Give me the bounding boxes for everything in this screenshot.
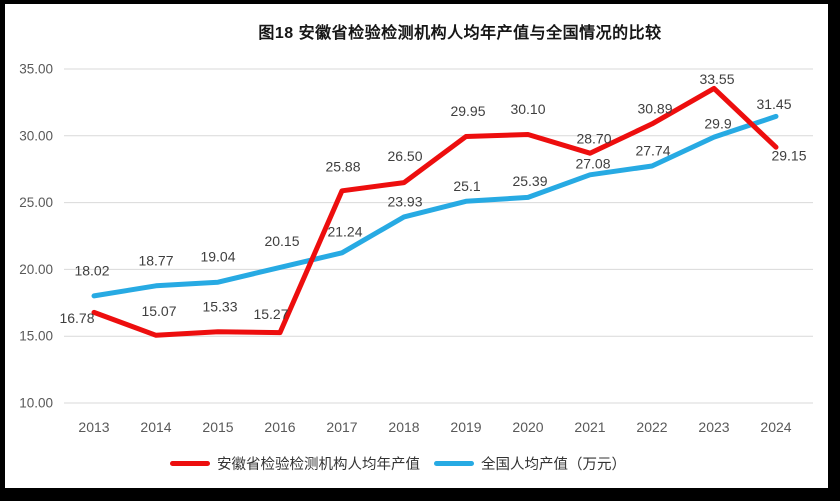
data-label: 25.88 [325, 158, 360, 174]
y-axis-tick-label: 35.00 [19, 62, 53, 77]
data-label: 15.07 [141, 303, 176, 319]
data-label: 21.24 [327, 223, 362, 239]
data-label: 27.74 [635, 142, 670, 158]
legend-item-national: 全国人均产值（万元） [434, 453, 626, 474]
x-axis-tick-label: 2013 [78, 419, 109, 435]
data-label: 25.1 [453, 178, 480, 194]
legend-swatch-red-line [170, 461, 210, 466]
x-axis-tick-label: 2017 [326, 419, 357, 435]
data-label: 26.50 [387, 148, 422, 164]
legend-item-anhui: 安徽省检验检测机构人均年产值 [170, 453, 420, 474]
y-axis-tick-label: 15.00 [19, 329, 53, 344]
x-axis-tick-label: 2022 [636, 419, 667, 435]
chart-figure [5, 4, 828, 488]
data-label: 29.95 [450, 103, 485, 119]
data-label: 30.10 [510, 101, 545, 117]
data-label: 18.77 [138, 252, 173, 268]
x-axis-tick-label: 2015 [202, 419, 233, 435]
x-axis-tick-label: 2021 [574, 419, 605, 435]
x-axis-tick-label: 2020 [512, 419, 543, 435]
data-label: 25.39 [512, 173, 547, 189]
data-label: 31.45 [756, 96, 791, 112]
data-label: 30.89 [637, 100, 672, 116]
data-label: 23.93 [387, 193, 422, 209]
y-axis-tick-label: 30.00 [19, 128, 53, 143]
data-label: 28.70 [576, 131, 611, 147]
x-axis-tick-label: 2014 [140, 419, 171, 435]
legend-label-national: 全国人均产值（万元） [481, 457, 626, 473]
y-axis-tick-label: 10.00 [19, 396, 53, 411]
data-label: 15.27 [253, 306, 288, 322]
data-label: 16.78 [59, 310, 94, 326]
legend-swatch-blue-line [434, 461, 474, 466]
y-axis-tick-label: 25.00 [19, 195, 53, 210]
x-axis-tick-label: 2019 [450, 419, 481, 435]
legend-label-anhui: 安徽省检验检测机构人均年产值 [217, 457, 420, 473]
series-line-anhui [91, 85, 779, 338]
data-label: 33.55 [699, 71, 734, 87]
data-label: 27.08 [575, 155, 610, 171]
data-label: 18.02 [74, 262, 109, 278]
data-label: 29.15 [771, 148, 806, 164]
data-label: 29.9 [704, 116, 731, 132]
chart-legend: 安徽省检验检测机构人均年产值 全国人均产值（万元） [0, 453, 818, 474]
data-label: 20.15 [264, 233, 299, 249]
x-axis-tick-label: 2018 [388, 419, 419, 435]
y-axis-tick-label: 20.00 [19, 262, 53, 277]
data-label: 15.33 [202, 298, 237, 314]
series-line-national [91, 113, 779, 299]
chart-title: 图18 安徽省检验检测机构人均年产值与全国情况的比较 [258, 25, 662, 42]
x-axis-tick-label: 2024 [760, 419, 791, 435]
data-label: 19.04 [200, 249, 235, 265]
x-axis-tick-label: 2016 [264, 419, 295, 435]
x-axis-tick-label: 2023 [698, 419, 729, 435]
